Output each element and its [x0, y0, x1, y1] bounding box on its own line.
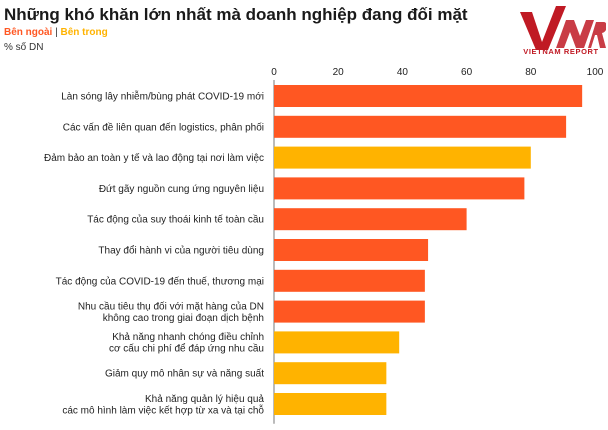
legend-separator: |	[55, 27, 58, 38]
x-tick-label: 100	[587, 67, 604, 78]
legend: Bên ngoài | Bên trong	[4, 27, 108, 38]
category-label: Tác động của suy thoái kinh tế toàn cầu	[87, 214, 264, 226]
category-label: Các vấn đề liên quan đến logistics, phân…	[63, 121, 264, 133]
category-label: Giảm quy mô nhân sự và năng suất	[105, 368, 264, 380]
logo-text: VIETNAM REPORT	[523, 47, 599, 56]
category-label: Làn sóng lây nhiễm/bùng phát COVID-19 mớ…	[61, 90, 264, 103]
x-tick-label: 0	[271, 67, 277, 78]
chart-title: Những khó khăn lớn nhất mà doanh nghiệp …	[4, 5, 468, 24]
category-label: Đảm bảo an toàn y tế và lao động tại nơi…	[44, 152, 264, 164]
x-tick-label: 80	[525, 67, 537, 78]
x-tick-label: 40	[397, 67, 409, 78]
bar	[274, 177, 525, 200]
bar	[274, 146, 531, 169]
bar	[274, 269, 425, 292]
category-label: Đứt gãy nguồn cung ứng nguyên liệu	[99, 183, 264, 195]
bar	[274, 115, 567, 138]
bar	[274, 300, 425, 323]
x-tick-label: 20	[333, 67, 345, 78]
bar	[274, 85, 583, 107]
bar	[274, 362, 387, 385]
category-label: Khả năng nhanh chóng điều chỉnh cơ cấu ch…	[109, 331, 264, 355]
legend-inside: Bên trong	[60, 27, 108, 38]
bar	[274, 393, 387, 415]
bar	[274, 208, 467, 231]
bar	[274, 331, 400, 354]
bar	[274, 239, 429, 261]
legend-outside: Bên ngoài	[4, 27, 53, 38]
category-label: Tác động của COVID-19 đến thuế, thương m…	[56, 275, 264, 287]
category-label: Nhu cầu tiêu thụ đối với mặt hàng của DN…	[78, 300, 264, 324]
vnr-logo	[520, 6, 606, 50]
category-label: Thay đổi hành vi của người tiêu dùng	[98, 245, 264, 257]
x-tick-label: 60	[461, 67, 473, 78]
unit-label: % số DN	[4, 42, 44, 53]
category-label: Khả năng quản lý hiệu quả các mô hình làm…	[62, 394, 264, 417]
